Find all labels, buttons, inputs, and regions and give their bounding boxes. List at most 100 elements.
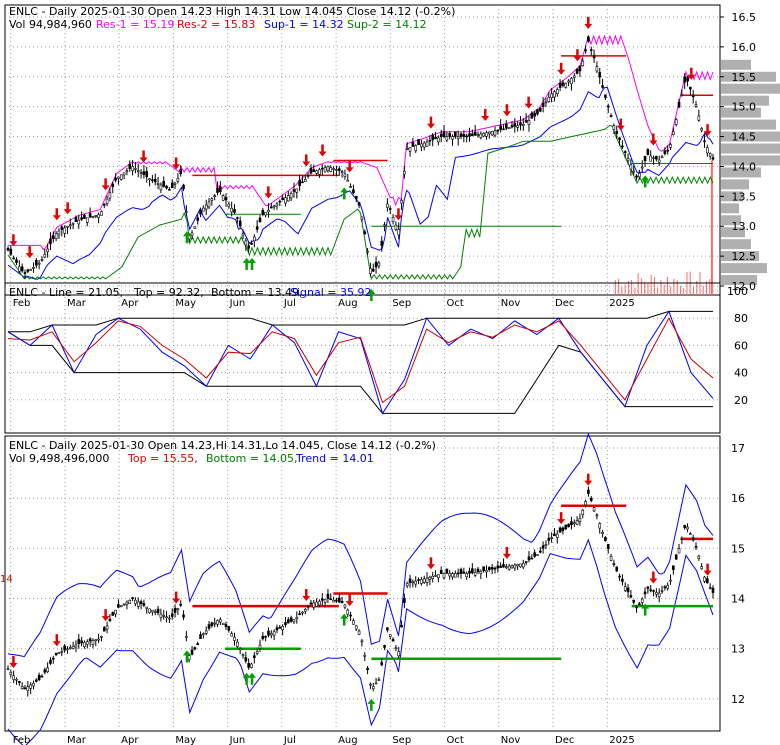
trend-candle-body [227, 626, 231, 631]
price-candle-body [100, 211, 103, 216]
trend-sell-arrow-head [345, 601, 354, 607]
trend-candle-body [550, 537, 553, 539]
price-candle-body [6, 248, 10, 251]
trend-candle-body [97, 638, 100, 641]
price-candle-body [63, 227, 66, 234]
price-sell-arrow-head [649, 140, 658, 146]
price-candles [6, 35, 715, 279]
trend-candle-body [100, 636, 103, 638]
trend-candle-body [394, 647, 398, 650]
price-candle-body [340, 171, 344, 173]
price-sell-arrow-head [101, 185, 110, 191]
price-candle-body [335, 169, 338, 171]
trend-x-tick-label: Oct [447, 735, 464, 745]
trend-buy-arrow-head [242, 672, 251, 678]
trend-candle-body [250, 663, 253, 669]
price-candle-body [660, 156, 664, 159]
price-profile-bar [721, 215, 741, 226]
trend-buy-arrow-head [340, 613, 349, 619]
trend-candle-body [278, 626, 282, 629]
price-header-vol: Vol 94,984,960 [9, 18, 92, 31]
trend-candle-body [507, 565, 511, 570]
trend-candle-body [609, 556, 613, 561]
price-panel: 12.0 12.5 13.0 13.5 14.0 14.5 15.0 15.5 16.0 16.5… [4, 4, 780, 309]
price-candle-body [221, 195, 225, 201]
trend-x-tick-label: May [175, 735, 196, 745]
trend-candle-body [555, 533, 559, 538]
trend-candle-body [43, 669, 47, 673]
trend-sell-arrow-head [502, 553, 511, 559]
price-candle-body [686, 76, 689, 82]
trend-candle-body [425, 577, 429, 583]
price-candle-body [468, 133, 471, 137]
trend-candle-body [621, 578, 624, 582]
price-candle-body [623, 151, 627, 153]
trend-candle-body [437, 574, 440, 579]
price-candle-body [431, 134, 434, 141]
price-candle-body [142, 171, 146, 175]
price-candle-body [621, 145, 624, 148]
price-y-tick-label: 14.5 [732, 131, 757, 144]
price-indicator-lines [7, 34, 714, 281]
price-candle-body [227, 203, 231, 207]
stochastic-panel: 20 40 60 80 100 ENLC - Line = 21.05, Top = 9… [4, 282, 748, 434]
trend-candle-body [442, 573, 446, 579]
trend-candle-body [60, 651, 64, 653]
stoch-header-signal: Signal = 35.92 [290, 286, 372, 299]
price-candle-body [9, 248, 13, 255]
price-candle-body [136, 170, 140, 172]
price-candle-body [555, 89, 559, 94]
price-candle-body [420, 143, 423, 148]
price-x-tick-label: Aug [338, 298, 358, 309]
trend-sell-arrow-head [302, 596, 311, 602]
price-candle-body [638, 173, 641, 178]
price-candle-body [173, 182, 177, 185]
trend-candle-body [595, 514, 599, 517]
price-candle-body [694, 104, 698, 107]
trend-candle-body [216, 620, 219, 625]
trend-candle-body [510, 565, 514, 569]
trend-candle-body [122, 603, 126, 606]
price-candle-body [97, 214, 100, 218]
trend-candle-body [151, 609, 154, 613]
trend-candle-body [136, 601, 140, 607]
trend-candle-body [703, 576, 706, 582]
price-buy-arrow-head [641, 175, 650, 181]
trend-candle-body [686, 526, 689, 530]
trend-candle-body [428, 576, 432, 580]
price-candle-body [655, 156, 658, 160]
trend-candle-body [683, 525, 686, 529]
price-profile-bar [721, 251, 759, 262]
trend-candle-body [111, 612, 115, 616]
price-x-tick-label: Oct [447, 298, 464, 309]
trend-candle-body [40, 675, 44, 678]
price-candle-body [657, 159, 661, 163]
trend-candle-body [572, 522, 576, 524]
trend-candle-body [88, 638, 92, 642]
price-candle-body [18, 266, 21, 272]
price-candle-body [479, 133, 483, 139]
trend-candle-body [32, 682, 35, 687]
trend-buy-arrow-head [367, 698, 376, 704]
trend-candle-body [530, 557, 534, 560]
trend-candle-body [468, 570, 471, 574]
price-candle-body [134, 168, 137, 170]
price-sell-arrow-head [687, 74, 696, 80]
trend-candle-body [230, 633, 233, 637]
price-candle-body [374, 261, 378, 268]
trend-candle-body [238, 648, 242, 651]
trend-candle-body [352, 620, 355, 625]
price-candle-body [626, 158, 630, 162]
trend-candle-body [26, 686, 30, 692]
trend-candle-body [439, 570, 443, 574]
price-candle-body [550, 93, 553, 98]
trend-sell-arrow-head [9, 662, 18, 668]
trend-candle-body [632, 599, 636, 603]
price-y-tick-label: 16.5 [732, 11, 757, 24]
price-candle-body [105, 198, 109, 204]
price-candle-body [700, 128, 703, 131]
trend-candle-body [29, 684, 32, 689]
price-candle-body [60, 226, 64, 230]
price-candle-body [360, 216, 364, 220]
price-candle-body [207, 201, 211, 208]
